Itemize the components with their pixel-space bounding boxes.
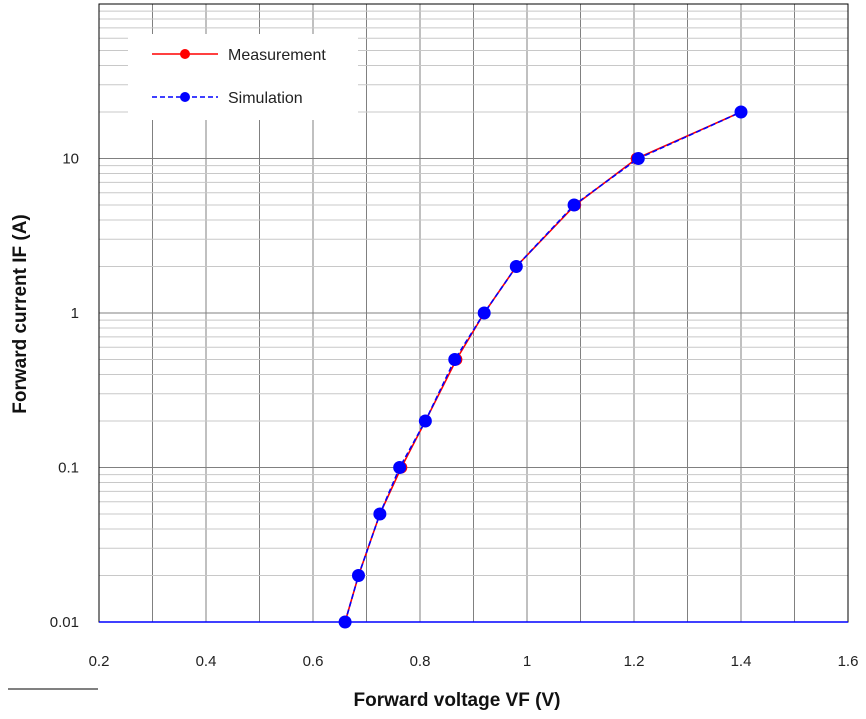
x-tick-label: 0.8 (410, 653, 431, 670)
legend: Measurement Simulation (128, 34, 358, 120)
data-point-simulation (567, 198, 581, 212)
y-tick-label: 0.01 (50, 614, 79, 631)
data-point-simulation (509, 259, 523, 273)
y-tick-label: 10 (62, 151, 79, 168)
data-point-simulation (351, 568, 365, 582)
data-point-simulation (734, 105, 748, 119)
y-tick-label: 1 (71, 305, 79, 322)
x-tick-label: 1.2 (624, 653, 645, 670)
y-tick-label: 0.1 (58, 460, 79, 477)
data-point-simulation (631, 152, 645, 165)
y-axis-title: Forward current IF (A) (10, 214, 31, 414)
x-tick-label: 0.2 (89, 653, 110, 670)
legend-marker-measurement (180, 49, 190, 59)
x-tick-label: 0.6 (303, 653, 324, 670)
x-tick-label: 1 (523, 653, 531, 670)
tick-labels: 0.2 0.4 0.6 0.8 1 1.2 1.4 1.6 0.01 0.1 1 10 (50, 151, 859, 671)
legend-label-simulation: Simulation (228, 90, 303, 107)
legend-marker-simulation (180, 92, 190, 102)
legend-label-measurement: Measurement (228, 47, 326, 64)
series-layer (338, 105, 748, 629)
x-tick-label: 1.4 (731, 653, 752, 670)
plot-frame (98, 3, 849, 623)
series-line-simulation (344, 111, 742, 623)
x-tick-label: 1.6 (838, 653, 859, 670)
legend-box (128, 34, 358, 120)
data-point-simulation (393, 461, 407, 474)
x-tick-label: 0.4 (196, 653, 217, 670)
data-point-simulation (338, 615, 352, 629)
x-axis-title: Forward voltage VF (V) (354, 690, 561, 711)
data-point-simulation (477, 306, 491, 320)
data-point-simulation (448, 353, 462, 367)
data-point-simulation (418, 414, 432, 428)
data-point-simulation (373, 507, 387, 521)
